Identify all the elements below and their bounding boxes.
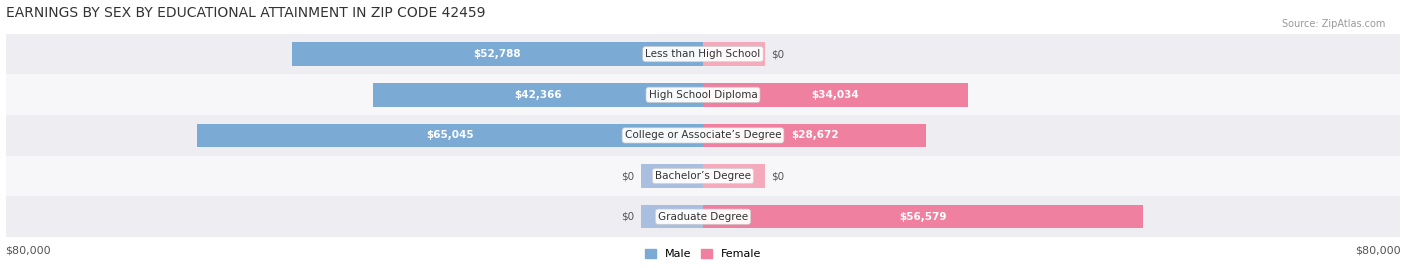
Text: $0: $0 bbox=[621, 212, 634, 222]
Bar bbox=[197, 124, 703, 147]
Bar bbox=[6, 196, 1400, 237]
Text: $0: $0 bbox=[772, 171, 785, 181]
Text: Graduate Degree: Graduate Degree bbox=[658, 212, 748, 222]
Bar bbox=[641, 205, 703, 228]
Text: $34,034: $34,034 bbox=[811, 90, 859, 100]
Bar bbox=[373, 83, 703, 107]
Bar bbox=[6, 34, 1400, 75]
Text: $65,045: $65,045 bbox=[426, 131, 474, 140]
Text: $28,672: $28,672 bbox=[790, 131, 838, 140]
Bar bbox=[6, 75, 1400, 115]
Legend: Male, Female: Male, Female bbox=[641, 244, 765, 264]
Text: Bachelor’s Degree: Bachelor’s Degree bbox=[655, 171, 751, 181]
Text: Less than High School: Less than High School bbox=[645, 49, 761, 59]
Text: Source: ZipAtlas.com: Source: ZipAtlas.com bbox=[1281, 19, 1385, 29]
Text: College or Associate’s Degree: College or Associate’s Degree bbox=[624, 131, 782, 140]
Bar bbox=[703, 83, 967, 107]
Text: $42,366: $42,366 bbox=[515, 90, 562, 100]
Bar bbox=[292, 42, 703, 66]
Bar bbox=[703, 124, 927, 147]
Text: $80,000: $80,000 bbox=[6, 246, 51, 256]
Bar bbox=[703, 164, 765, 188]
Bar bbox=[703, 42, 765, 66]
Bar bbox=[6, 115, 1400, 156]
Text: High School Diploma: High School Diploma bbox=[648, 90, 758, 100]
Bar bbox=[641, 164, 703, 188]
Text: $0: $0 bbox=[772, 49, 785, 59]
Text: EARNINGS BY SEX BY EDUCATIONAL ATTAINMENT IN ZIP CODE 42459: EARNINGS BY SEX BY EDUCATIONAL ATTAINMEN… bbox=[6, 6, 485, 20]
Text: $52,788: $52,788 bbox=[474, 49, 522, 59]
Text: $0: $0 bbox=[621, 171, 634, 181]
Bar bbox=[6, 156, 1400, 196]
Text: $56,579: $56,579 bbox=[900, 212, 948, 222]
Bar bbox=[703, 205, 1143, 228]
Text: $80,000: $80,000 bbox=[1355, 246, 1400, 256]
